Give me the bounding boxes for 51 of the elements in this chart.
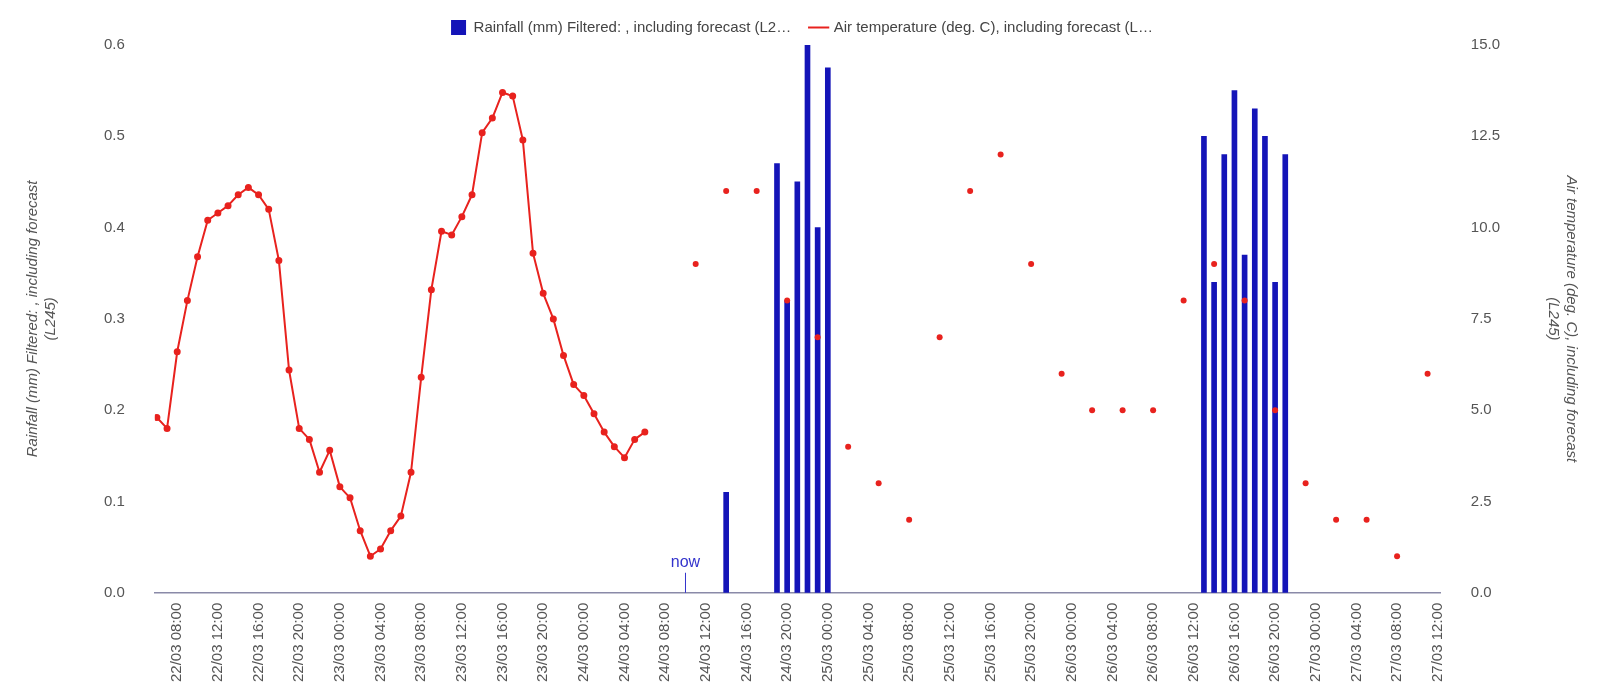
ref-line-label: now bbox=[670, 553, 701, 571]
x-tick-label: 23/03 20:00 bbox=[533, 602, 551, 683]
x-tick-label: 25/03 00:00 bbox=[817, 602, 835, 683]
x-tick-label: 26/03 00:00 bbox=[1061, 602, 1079, 683]
legend-label: Air temperature (deg. C), including forecast (L… bbox=[833, 17, 1153, 35]
x-tick-label: 25/03 08:00 bbox=[899, 602, 917, 683]
x-tick-label: 27/03 08:00 bbox=[1387, 602, 1405, 683]
y-tick-label: 0.6 bbox=[103, 35, 125, 53]
y2-tick-label: 15.0 bbox=[1470, 35, 1501, 53]
x-tick-label: 25/03 20:00 bbox=[1021, 602, 1039, 683]
y-tick-label: 0.3 bbox=[103, 309, 125, 327]
y-tick-label: 0.5 bbox=[103, 126, 125, 144]
y-tick-label: 0.0 bbox=[103, 582, 125, 600]
x-tick-label: 24/03 12:00 bbox=[695, 602, 713, 683]
x-tick-label: 24/03 20:00 bbox=[777, 602, 795, 683]
x-tick-label: 22/03 08:00 bbox=[167, 602, 185, 683]
x-tick-label: 27/03 04:00 bbox=[1346, 602, 1364, 683]
x-tick-label: 26/03 16:00 bbox=[1224, 602, 1242, 683]
y2-tick-label: 10.0 bbox=[1470, 217, 1501, 235]
x-tick-label: 22/03 20:00 bbox=[289, 602, 307, 683]
x-tick-label: 23/03 16:00 bbox=[492, 602, 510, 683]
y-tick-label: 0.1 bbox=[103, 491, 125, 509]
x-tick-label: 23/03 08:00 bbox=[411, 602, 429, 683]
x-tick-label: 25/03 04:00 bbox=[858, 602, 876, 683]
y2-tick-label: 2.5 bbox=[1470, 491, 1492, 509]
x-tick-label: 26/03 04:00 bbox=[1102, 602, 1120, 683]
x-tick-label: 22/03 12:00 bbox=[208, 602, 226, 683]
x-tick-label: 27/03 12:00 bbox=[1427, 602, 1445, 683]
x-tick-label: 23/03 04:00 bbox=[370, 602, 388, 683]
y2-tick-label: 12.5 bbox=[1470, 126, 1501, 144]
x-tick-label: 22/03 16:00 bbox=[248, 602, 266, 683]
y-axis-title: Rainfall (mm) Filtered: , including forecast (L245) bbox=[23, 179, 59, 458]
y2-tick-label: 5.0 bbox=[1470, 400, 1492, 418]
x-tick-label: 25/03 16:00 bbox=[980, 602, 998, 683]
x-tick-label: 26/03 08:00 bbox=[1143, 602, 1161, 683]
y2-tick-label: 0.0 bbox=[1470, 582, 1492, 600]
y2-axis-title: Air temperature (deg. C), including forecast (L245) bbox=[1545, 174, 1581, 464]
x-tick-label: 24/03 04:00 bbox=[614, 602, 632, 683]
x-tick-label: 26/03 12:00 bbox=[1183, 602, 1201, 683]
x-tick-label: 27/03 00:00 bbox=[1305, 602, 1323, 683]
x-tick-label: 24/03 00:00 bbox=[573, 602, 591, 683]
x-tick-label: 23/03 12:00 bbox=[452, 602, 469, 683]
legend-label: Rainfall (mm) Filtered: , including forecast (L2… bbox=[473, 17, 792, 35]
x-tick-label: 23/03 00:00 bbox=[330, 602, 348, 683]
x-tick-label: 25/03 12:00 bbox=[939, 602, 957, 683]
y2-tick-label: 7.5 bbox=[1470, 309, 1492, 327]
y-tick-label: 0.4 bbox=[103, 217, 125, 235]
x-tick-label: 24/03 08:00 bbox=[655, 602, 673, 683]
y-tick-label: 0.2 bbox=[103, 400, 125, 418]
x-tick-label: 26/03 20:00 bbox=[1265, 602, 1283, 683]
x-tick-label: 24/03 16:00 bbox=[736, 602, 754, 683]
